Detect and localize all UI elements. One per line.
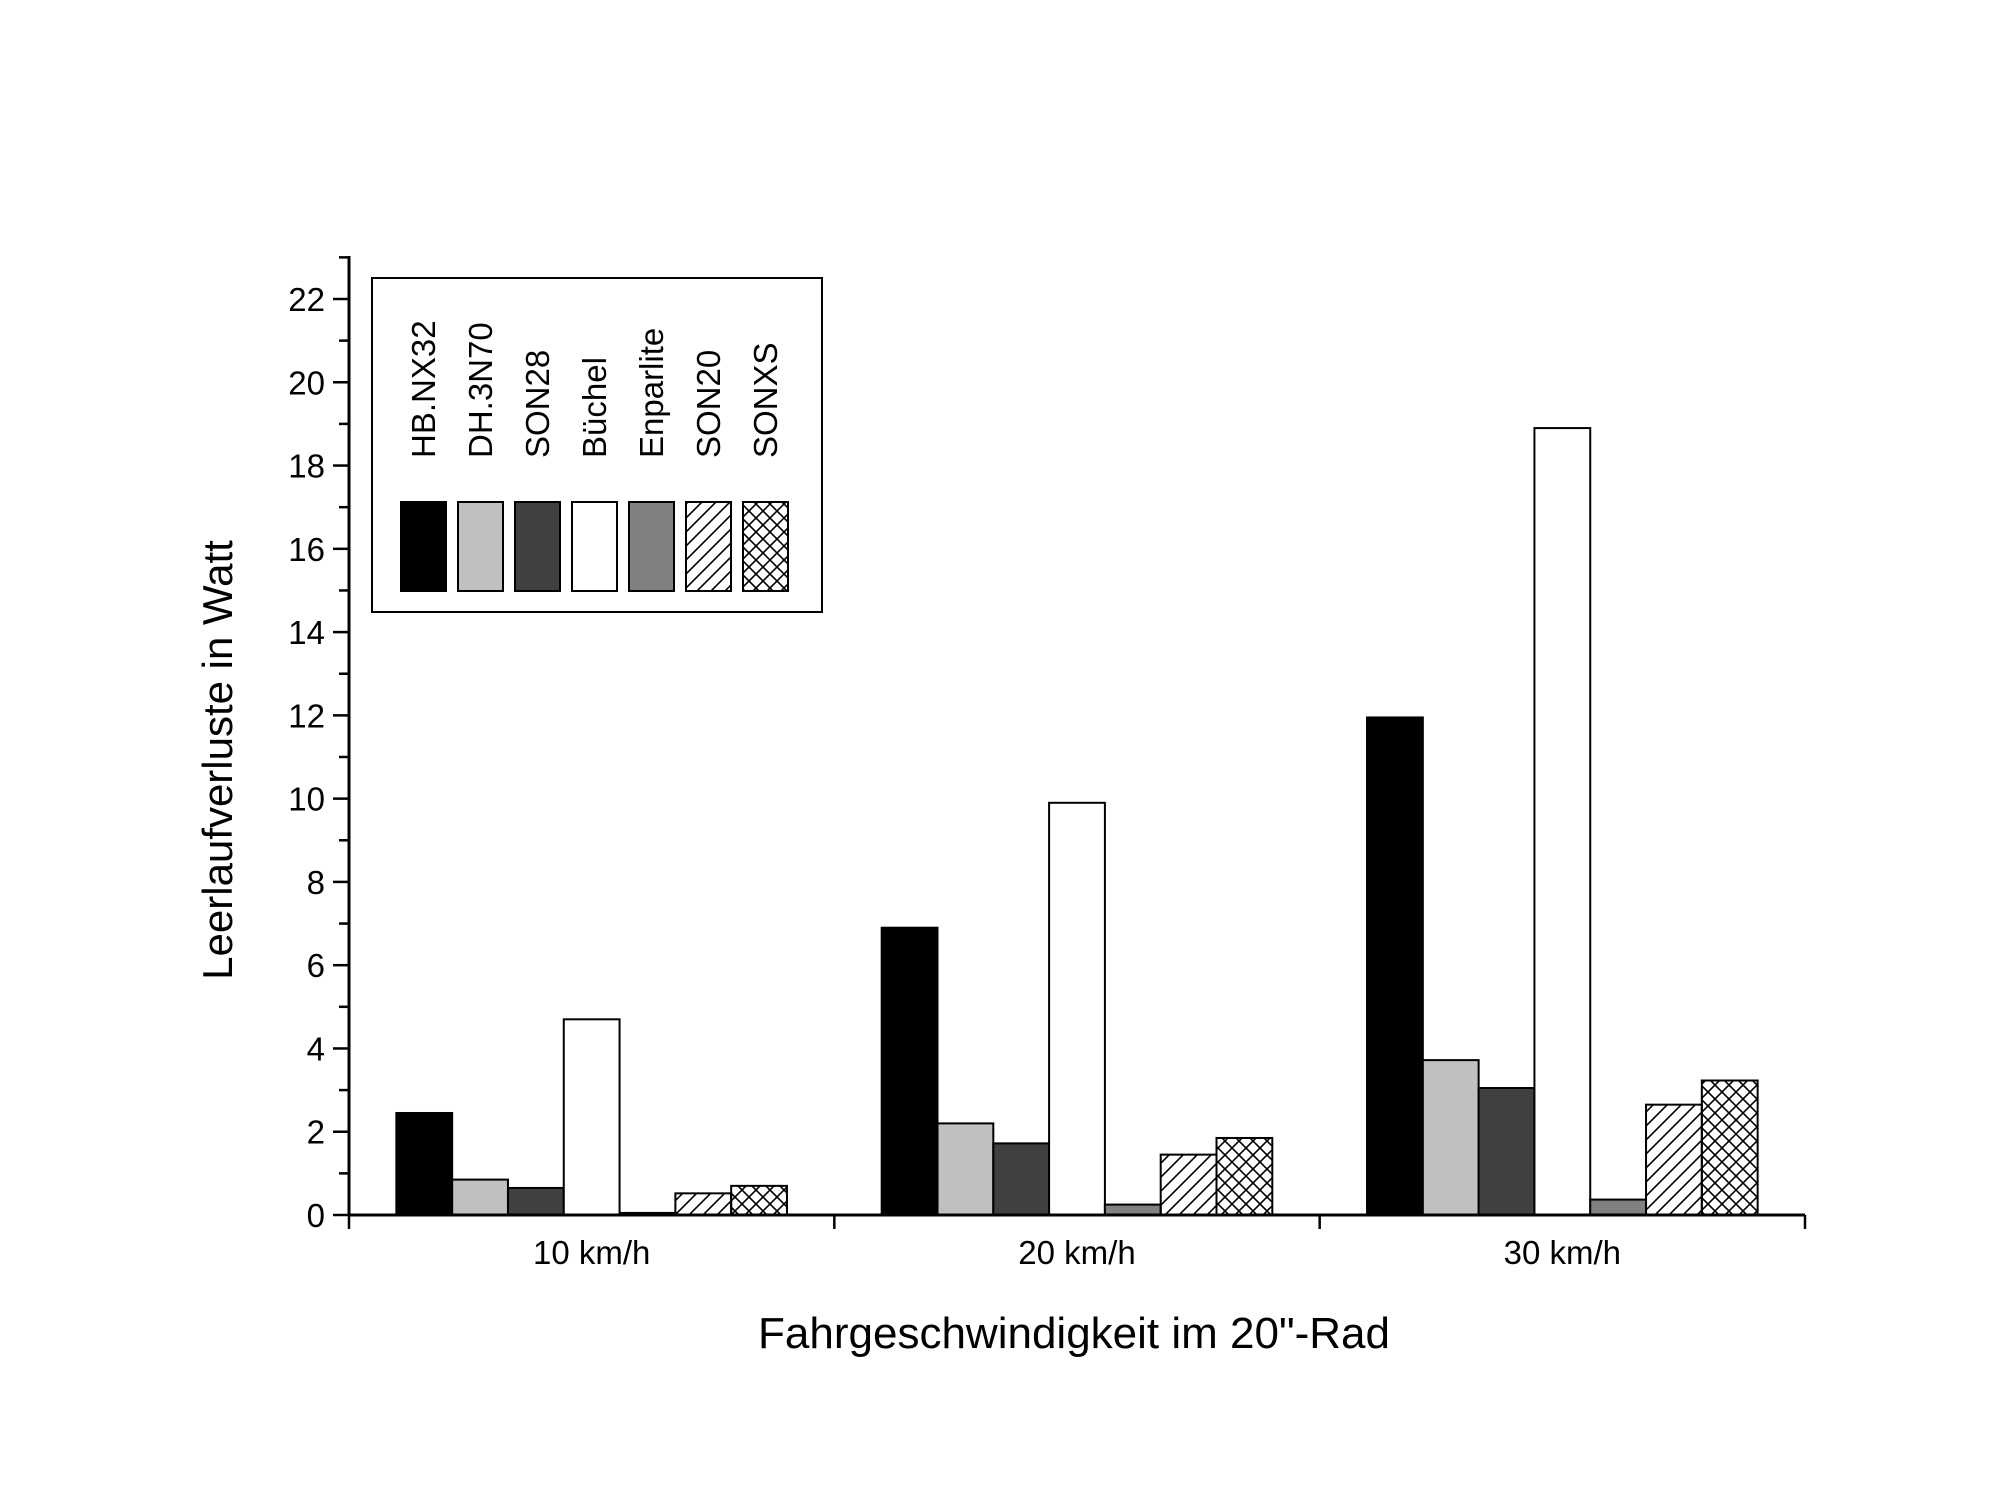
y-axis-label: Leerlaufverluste in Watt xyxy=(194,540,241,980)
axes: 0 2 4 6 8 10 12 14 16 18 20 22 10 km/h 20 km/h 30 km/h xyxy=(288,256,1807,1271)
bar-b-chel xyxy=(1048,801,1106,1216)
x-tick-label: 30 km/h xyxy=(1504,1234,1621,1271)
legend-swatch xyxy=(400,501,447,592)
bar-son20 xyxy=(674,1192,733,1217)
bar-b-chel xyxy=(562,1018,621,1216)
legend-swatch xyxy=(457,501,504,592)
bar-hb-nx32 xyxy=(395,1111,454,1217)
legend-swatch xyxy=(628,501,675,592)
legend-swatch xyxy=(514,501,561,592)
legend-label: DH.3N70 xyxy=(462,322,499,458)
legend-label: SON20 xyxy=(690,350,727,458)
bar-enparlite xyxy=(1103,1203,1162,1217)
y-tick-label: 16 xyxy=(288,531,325,568)
bar-sonxs xyxy=(1700,1079,1759,1216)
y-tick-label: 12 xyxy=(288,697,325,734)
bar-son20 xyxy=(1159,1153,1218,1217)
bar-son28 xyxy=(992,1142,1051,1217)
y-tick-label: 8 xyxy=(307,864,325,901)
bar-sonxs xyxy=(730,1184,788,1216)
y-tick-label: 4 xyxy=(307,1030,325,1067)
bar-son20 xyxy=(1645,1103,1703,1217)
legend: HB.NX32 DH.3N70 SON28 Büchel Enparlite SON20 S… xyxy=(371,277,823,613)
legend-label: SONXS xyxy=(747,342,784,458)
legend-swatch xyxy=(742,501,789,592)
y-tick-label: 14 xyxy=(288,614,325,651)
y-tick-label: 2 xyxy=(307,1114,325,1151)
bar-dh-3n70 xyxy=(451,1178,509,1217)
bar-hb-nx32 xyxy=(1366,716,1424,1216)
bar-enparlite xyxy=(1589,1198,1648,1217)
y-tick-label: 10 xyxy=(288,781,325,818)
legend-swatch xyxy=(571,501,618,592)
bar-sonxs xyxy=(1215,1136,1274,1217)
bars xyxy=(395,427,1759,1217)
bar-dh-3n70 xyxy=(1421,1059,1480,1216)
legend-label: Enparlite xyxy=(633,328,670,458)
y-tick-label: 6 xyxy=(307,947,325,984)
legend-label: HB.NX32 xyxy=(405,320,442,458)
x-axis-label: Fahrgeschwindigkeit im 20"-Rad xyxy=(758,1309,1390,1358)
y-tick-label: 18 xyxy=(288,448,325,485)
bar-hb-nx32 xyxy=(880,926,939,1217)
y-tick-label: 20 xyxy=(288,364,325,401)
y-tick-label: 0 xyxy=(307,1197,325,1234)
x-tick-label: 20 km/h xyxy=(1018,1234,1135,1271)
bar-son28 xyxy=(1477,1087,1536,1216)
bar-b-chel xyxy=(1533,427,1592,1216)
legend-label: Büchel xyxy=(576,357,613,458)
legend-label: SON28 xyxy=(519,350,556,458)
y-tick-label: 22 xyxy=(288,281,325,318)
x-tick-label: 10 km/h xyxy=(533,1234,650,1271)
bar-son28 xyxy=(506,1186,565,1217)
legend-swatch xyxy=(685,501,732,592)
bar-dh-3n70 xyxy=(936,1122,995,1217)
